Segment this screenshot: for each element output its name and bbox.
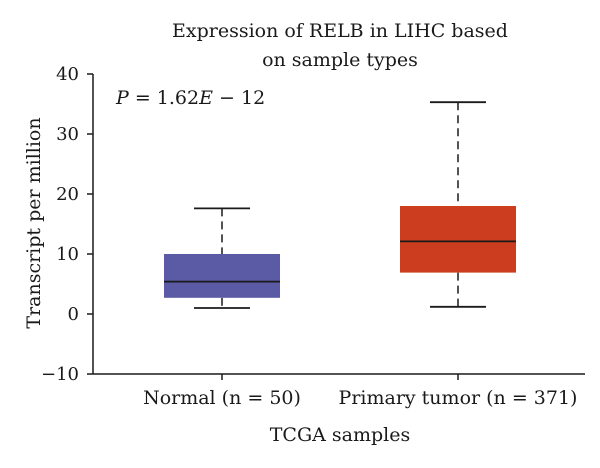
x-axis-label: TCGA samples: [270, 424, 410, 446]
y-tick-label-5: −10: [41, 364, 79, 385]
y-tick-label-3: 10: [56, 244, 79, 265]
exponent-text: − 12: [213, 87, 265, 109]
x-category-label-0: Normal (n = 50): [143, 387, 301, 409]
chart-title-line-1: Expression of RELB in LIHC based: [172, 20, 508, 42]
y-tick-label-1: 30: [56, 124, 79, 145]
y-tick-label-2: 20: [56, 184, 79, 205]
box-1: [400, 206, 516, 273]
plot-area: 40 30 20 10 0 −10 Normal (n = 50) Primary tumor…: [41, 64, 585, 409]
p-value-annotation: P = 1.62E − 12: [115, 87, 265, 109]
p-symbol: P: [115, 87, 130, 109]
p-value-text: = 1.62: [129, 87, 199, 109]
chart-title-line-2: on sample types: [262, 49, 418, 71]
y-axis-label: Transcript per million: [23, 117, 45, 328]
e-symbol: E: [198, 87, 213, 109]
y-tick-label-4: 0: [68, 304, 79, 325]
box-0: [164, 254, 280, 298]
x-category-label-1: Primary tumor (n = 371): [339, 387, 578, 409]
y-tick-label-0: 40: [56, 64, 79, 85]
